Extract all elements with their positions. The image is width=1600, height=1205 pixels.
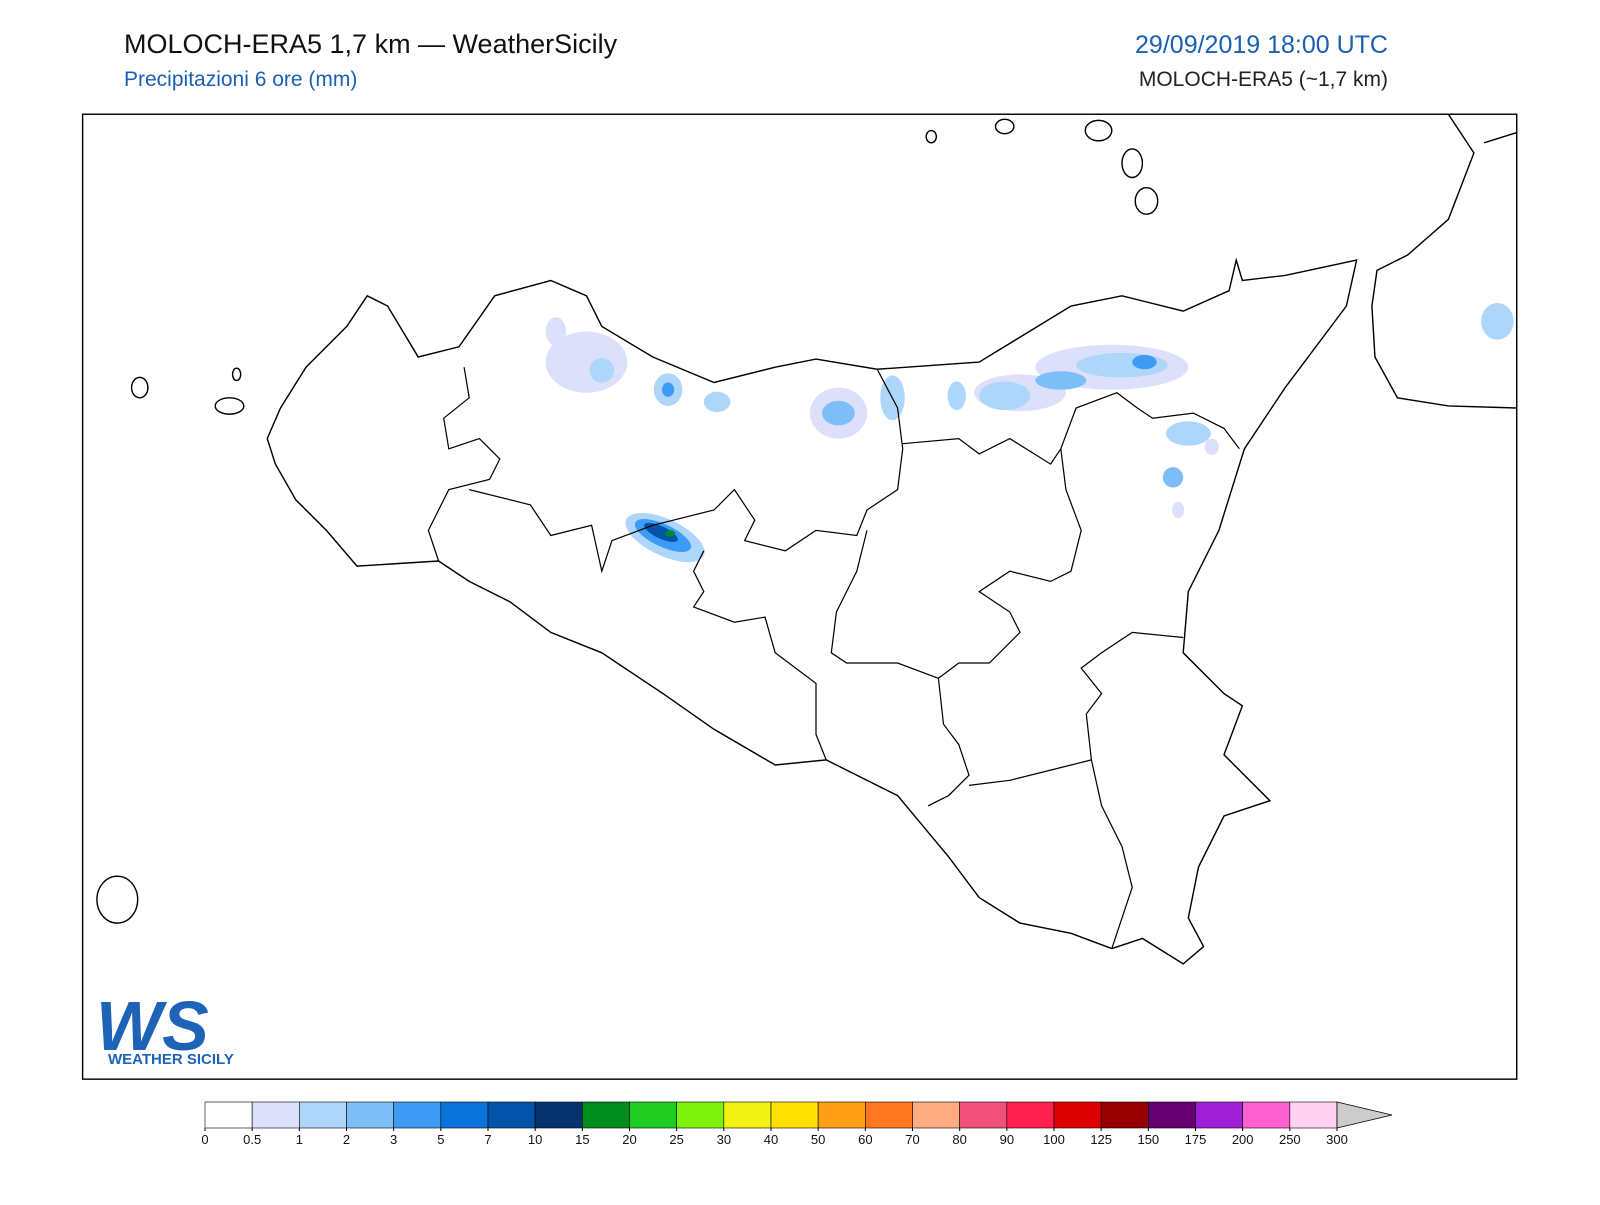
colorbar-tick-label: 0.5 (243, 1132, 261, 1147)
colorbar-tick-label: 70 (905, 1132, 919, 1147)
coastlines (96, 114, 1517, 965)
colorbar-segment (487, 1101, 536, 1129)
logo: WS WEATHER SICILY (96, 987, 234, 1068)
colorbar-tick-label: 80 (952, 1132, 966, 1147)
map-content (96, 114, 1517, 965)
colorbar-tick-label: 30 (717, 1132, 731, 1147)
colorbar-tick-label: 250 (1279, 1132, 1301, 1147)
province-borders (427, 367, 1240, 949)
title: MOLOCH-ERA5 1,7 km — WeatherSicily (124, 29, 618, 59)
colorbar-segment (865, 1101, 913, 1129)
colorbar-segment (676, 1101, 725, 1129)
colorbar-segment (440, 1101, 489, 1129)
colorbar-segment (1242, 1101, 1291, 1129)
colorbar-segment (723, 1101, 772, 1129)
colorbar-tick-label: 60 (858, 1132, 872, 1147)
colorbar-tick-label: 7 (484, 1132, 491, 1147)
colorbar-segment (204, 1101, 253, 1129)
colorbar-segment (1006, 1101, 1055, 1129)
map (81, 113, 1518, 1080)
precipitation (545, 302, 1514, 563)
colorbar-tick-label: 90 (1000, 1132, 1014, 1147)
colorbar-segment (770, 1101, 819, 1129)
date: 29/09/2019 18:00 UTC (1135, 31, 1388, 59)
colorbar-segment (534, 1101, 583, 1129)
colorbar-segment (1053, 1101, 1102, 1129)
colorbar-segment (912, 1101, 960, 1129)
colorbar-tick-label: 150 (1137, 1132, 1159, 1147)
colorbar-tick-label: 175 (1185, 1132, 1207, 1147)
colorbar-tick-label: 15 (575, 1132, 589, 1147)
colorbar-segment (1148, 1101, 1196, 1129)
subtitle: Precipitazioni 6 ore (mm) (124, 68, 357, 91)
logo-name: WEATHER SICILY (108, 1051, 234, 1068)
colorbar-tick-label: 1 (296, 1132, 303, 1147)
colorbar-segment (1100, 1101, 1149, 1129)
colorbar-segment (393, 1101, 442, 1129)
colorbar-tick-label: 200 (1232, 1132, 1254, 1147)
colorbar-segment (299, 1101, 347, 1129)
colorbar-tick-label: 100 (1043, 1132, 1065, 1147)
colorbar-segment (1289, 1101, 1338, 1129)
colorbar-segment (582, 1101, 630, 1129)
colorbar-segment (251, 1101, 300, 1129)
colorbar-segment (959, 1101, 1008, 1129)
colorbar-extend (1336, 1101, 1393, 1129)
colorbar-segment (1195, 1101, 1243, 1129)
logo-letters: WS (96, 987, 209, 1065)
colorbar-tick-label: 0 (201, 1132, 208, 1147)
colorbar-segment (629, 1101, 677, 1129)
colorbar-tick-label: 2 (343, 1132, 350, 1147)
colorbar-tick-label: 10 (528, 1132, 542, 1147)
model: MOLOCH-ERA5 (~1,7 km) (1139, 68, 1388, 91)
colorbar-tick-label: 20 (622, 1132, 636, 1147)
colorbar-segment (817, 1101, 866, 1129)
colorbar: 0 0.5 1 2 3 5 7 10 15 20 25 30 40 50 60 70 80 90 100 125 150… (201, 1101, 1393, 1147)
map-frame (81, 113, 1518, 1080)
colorbar-tick-label: 50 (811, 1132, 825, 1147)
colorbar-tick-label: 25 (669, 1132, 683, 1147)
colorbar-tick-label: 5 (437, 1132, 444, 1147)
colorbar-tick-label: 40 (764, 1132, 778, 1147)
colorbar-segment (346, 1101, 394, 1129)
colorbar-tick-label: 125 (1090, 1132, 1112, 1147)
colorbar-tick-label: 300 (1326, 1132, 1348, 1147)
colorbar-tick-label: 3 (390, 1132, 397, 1147)
